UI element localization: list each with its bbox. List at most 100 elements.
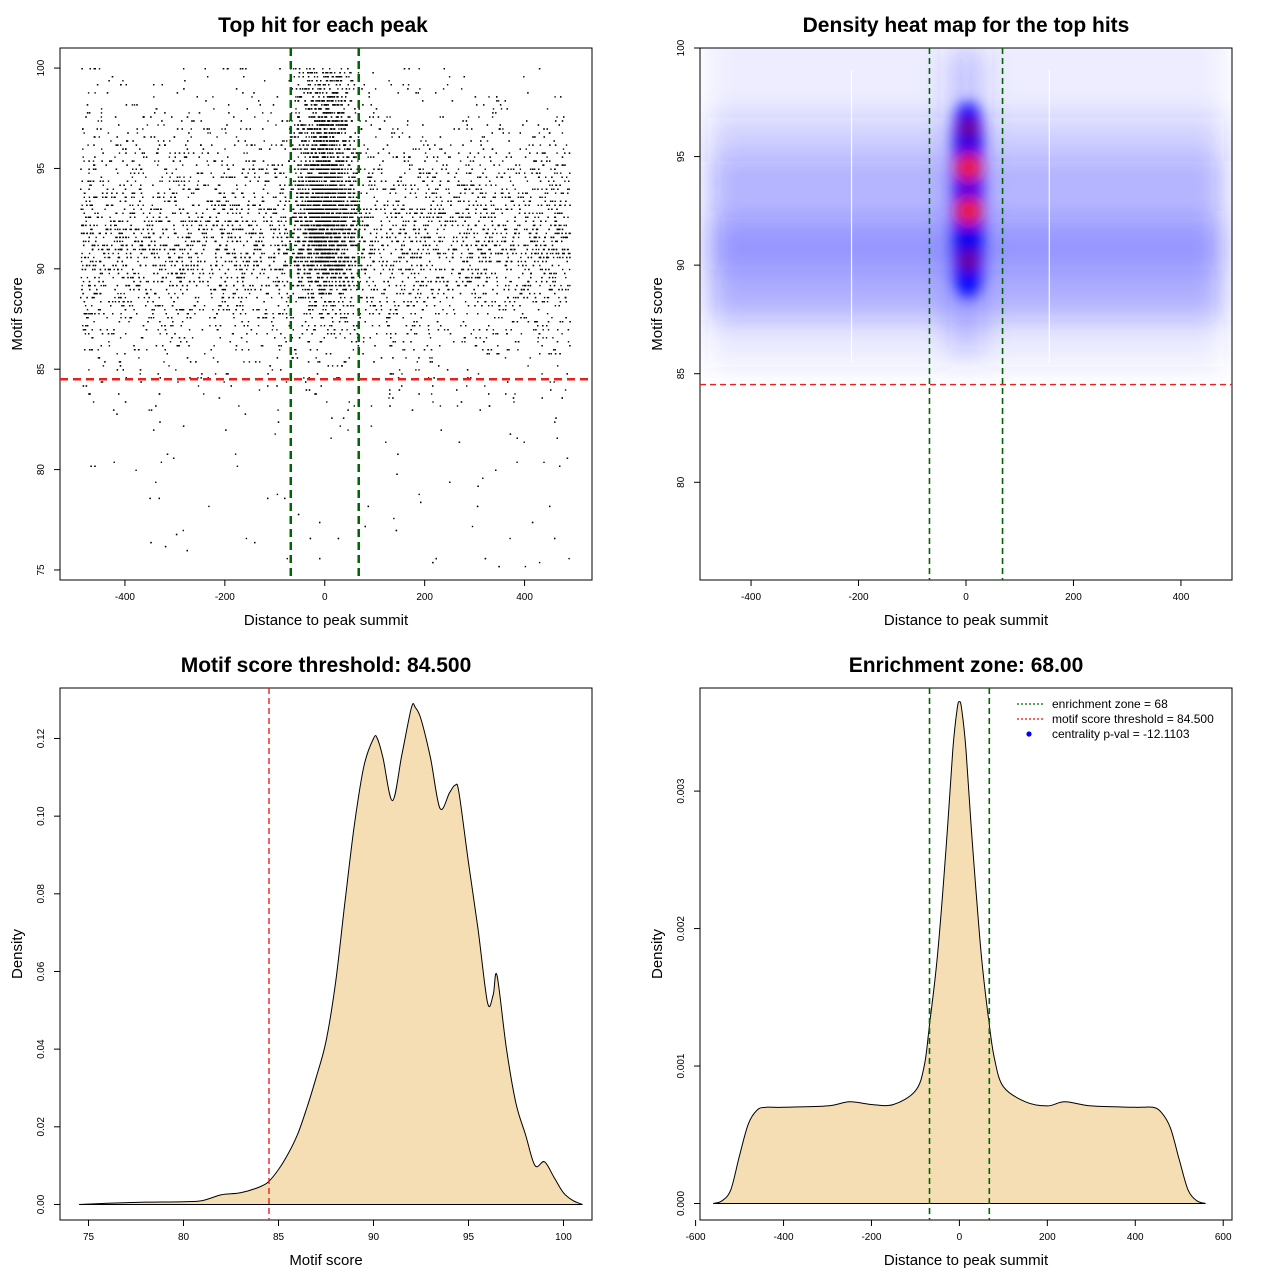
scatter-point	[414, 228, 417, 231]
scatter-point	[100, 345, 102, 347]
scatter-point	[114, 228, 116, 231]
scatter-point	[226, 124, 228, 126]
scatter-point	[295, 244, 298, 247]
scatter-point	[190, 264, 192, 267]
scatter-point	[545, 244, 547, 247]
scatter-point	[427, 329, 430, 331]
scatter-point	[248, 361, 251, 363]
scatter-point	[130, 184, 132, 186]
scatter-point	[419, 88, 421, 90]
scatter-point	[254, 144, 256, 146]
scatter-point	[81, 224, 83, 227]
scatter-point	[466, 184, 468, 186]
scatter-point	[163, 248, 166, 251]
scatter-point	[425, 140, 427, 142]
scatter-point	[117, 292, 119, 295]
scatter-point	[478, 116, 480, 118]
scatter-point	[481, 260, 483, 263]
scatter-point	[153, 232, 155, 235]
scatter-point	[235, 212, 238, 214]
scatter-point	[135, 469, 137, 471]
scatter-point	[142, 212, 145, 214]
scatter-point	[167, 236, 169, 239]
scatter-point	[243, 244, 245, 247]
scatter-point	[408, 168, 411, 170]
scatter-point	[167, 252, 169, 255]
scatter-point	[538, 132, 541, 134]
scatter-point	[307, 196, 309, 198]
scatter-point	[351, 244, 353, 247]
scatter-point	[505, 208, 507, 210]
scatter-point	[184, 80, 186, 82]
scatter-point	[245, 252, 247, 255]
scatter-point	[179, 176, 181, 178]
scatter-point	[83, 132, 85, 134]
scatter-point	[168, 180, 171, 182]
scatter-point	[214, 373, 217, 375]
scatter-point	[286, 232, 289, 235]
scatter-point	[211, 296, 213, 299]
scatter-point	[560, 236, 563, 239]
scatter-point	[496, 353, 498, 355]
scatter-point	[111, 333, 113, 335]
scatter-point	[257, 317, 259, 319]
scatter-point	[566, 236, 568, 239]
scatter-point	[92, 296, 94, 299]
scatter-point	[300, 224, 302, 227]
scatter-point	[499, 124, 501, 126]
scatter-point	[381, 264, 383, 267]
scatter-point	[331, 288, 333, 291]
scatter-point	[508, 132, 510, 134]
scatter-point	[267, 172, 269, 174]
scatter-point	[371, 325, 374, 327]
scatter-point	[488, 305, 490, 307]
scatter-point	[102, 236, 105, 239]
scatter-point	[546, 108, 549, 110]
scatter-point	[481, 136, 484, 138]
scatter-point	[248, 200, 250, 202]
scatter-point	[402, 228, 405, 231]
scatter-point	[568, 232, 570, 235]
scatter-point	[145, 176, 147, 178]
scatter-point	[160, 280, 163, 283]
scatter-point	[464, 341, 466, 343]
scatter-point	[132, 192, 134, 194]
scatter-point	[187, 196, 190, 198]
scatter-point	[331, 156, 333, 158]
scatter-point	[87, 256, 89, 259]
scatter-point	[183, 68, 185, 70]
scatter-point	[321, 268, 324, 271]
scatter-point	[292, 148, 294, 150]
scatter-point	[304, 236, 306, 239]
scatter-point	[104, 256, 106, 259]
scatter-point	[485, 260, 487, 263]
scatter-point	[397, 180, 399, 182]
scatter-point	[568, 557, 570, 560]
scatter-point	[544, 196, 546, 198]
scatter-point	[423, 216, 425, 218]
scatter-point	[389, 116, 391, 118]
scatter-point	[254, 220, 257, 222]
scatter-point	[180, 220, 182, 222]
scatter-point	[191, 204, 194, 206]
scatter-point	[120, 317, 122, 319]
scatter-point	[131, 176, 134, 178]
scatter-point	[90, 184, 92, 186]
scatter-point	[541, 196, 543, 198]
scatter-point	[500, 176, 502, 178]
scatter-point	[468, 212, 470, 214]
scatter-point	[450, 144, 452, 146]
scatter-point	[442, 252, 445, 255]
scatter-point	[283, 309, 286, 311]
scatter-point	[398, 268, 400, 271]
scatter-point	[104, 224, 107, 227]
scatter-point	[181, 248, 183, 251]
scatter-point	[87, 216, 90, 218]
scatter-point	[181, 236, 184, 239]
scatter-point	[259, 236, 261, 239]
scatter-point	[89, 288, 91, 291]
scatter-point	[239, 240, 242, 243]
scatter-point	[282, 216, 285, 218]
scatter-point	[192, 268, 195, 271]
scatter-point	[358, 212, 361, 214]
